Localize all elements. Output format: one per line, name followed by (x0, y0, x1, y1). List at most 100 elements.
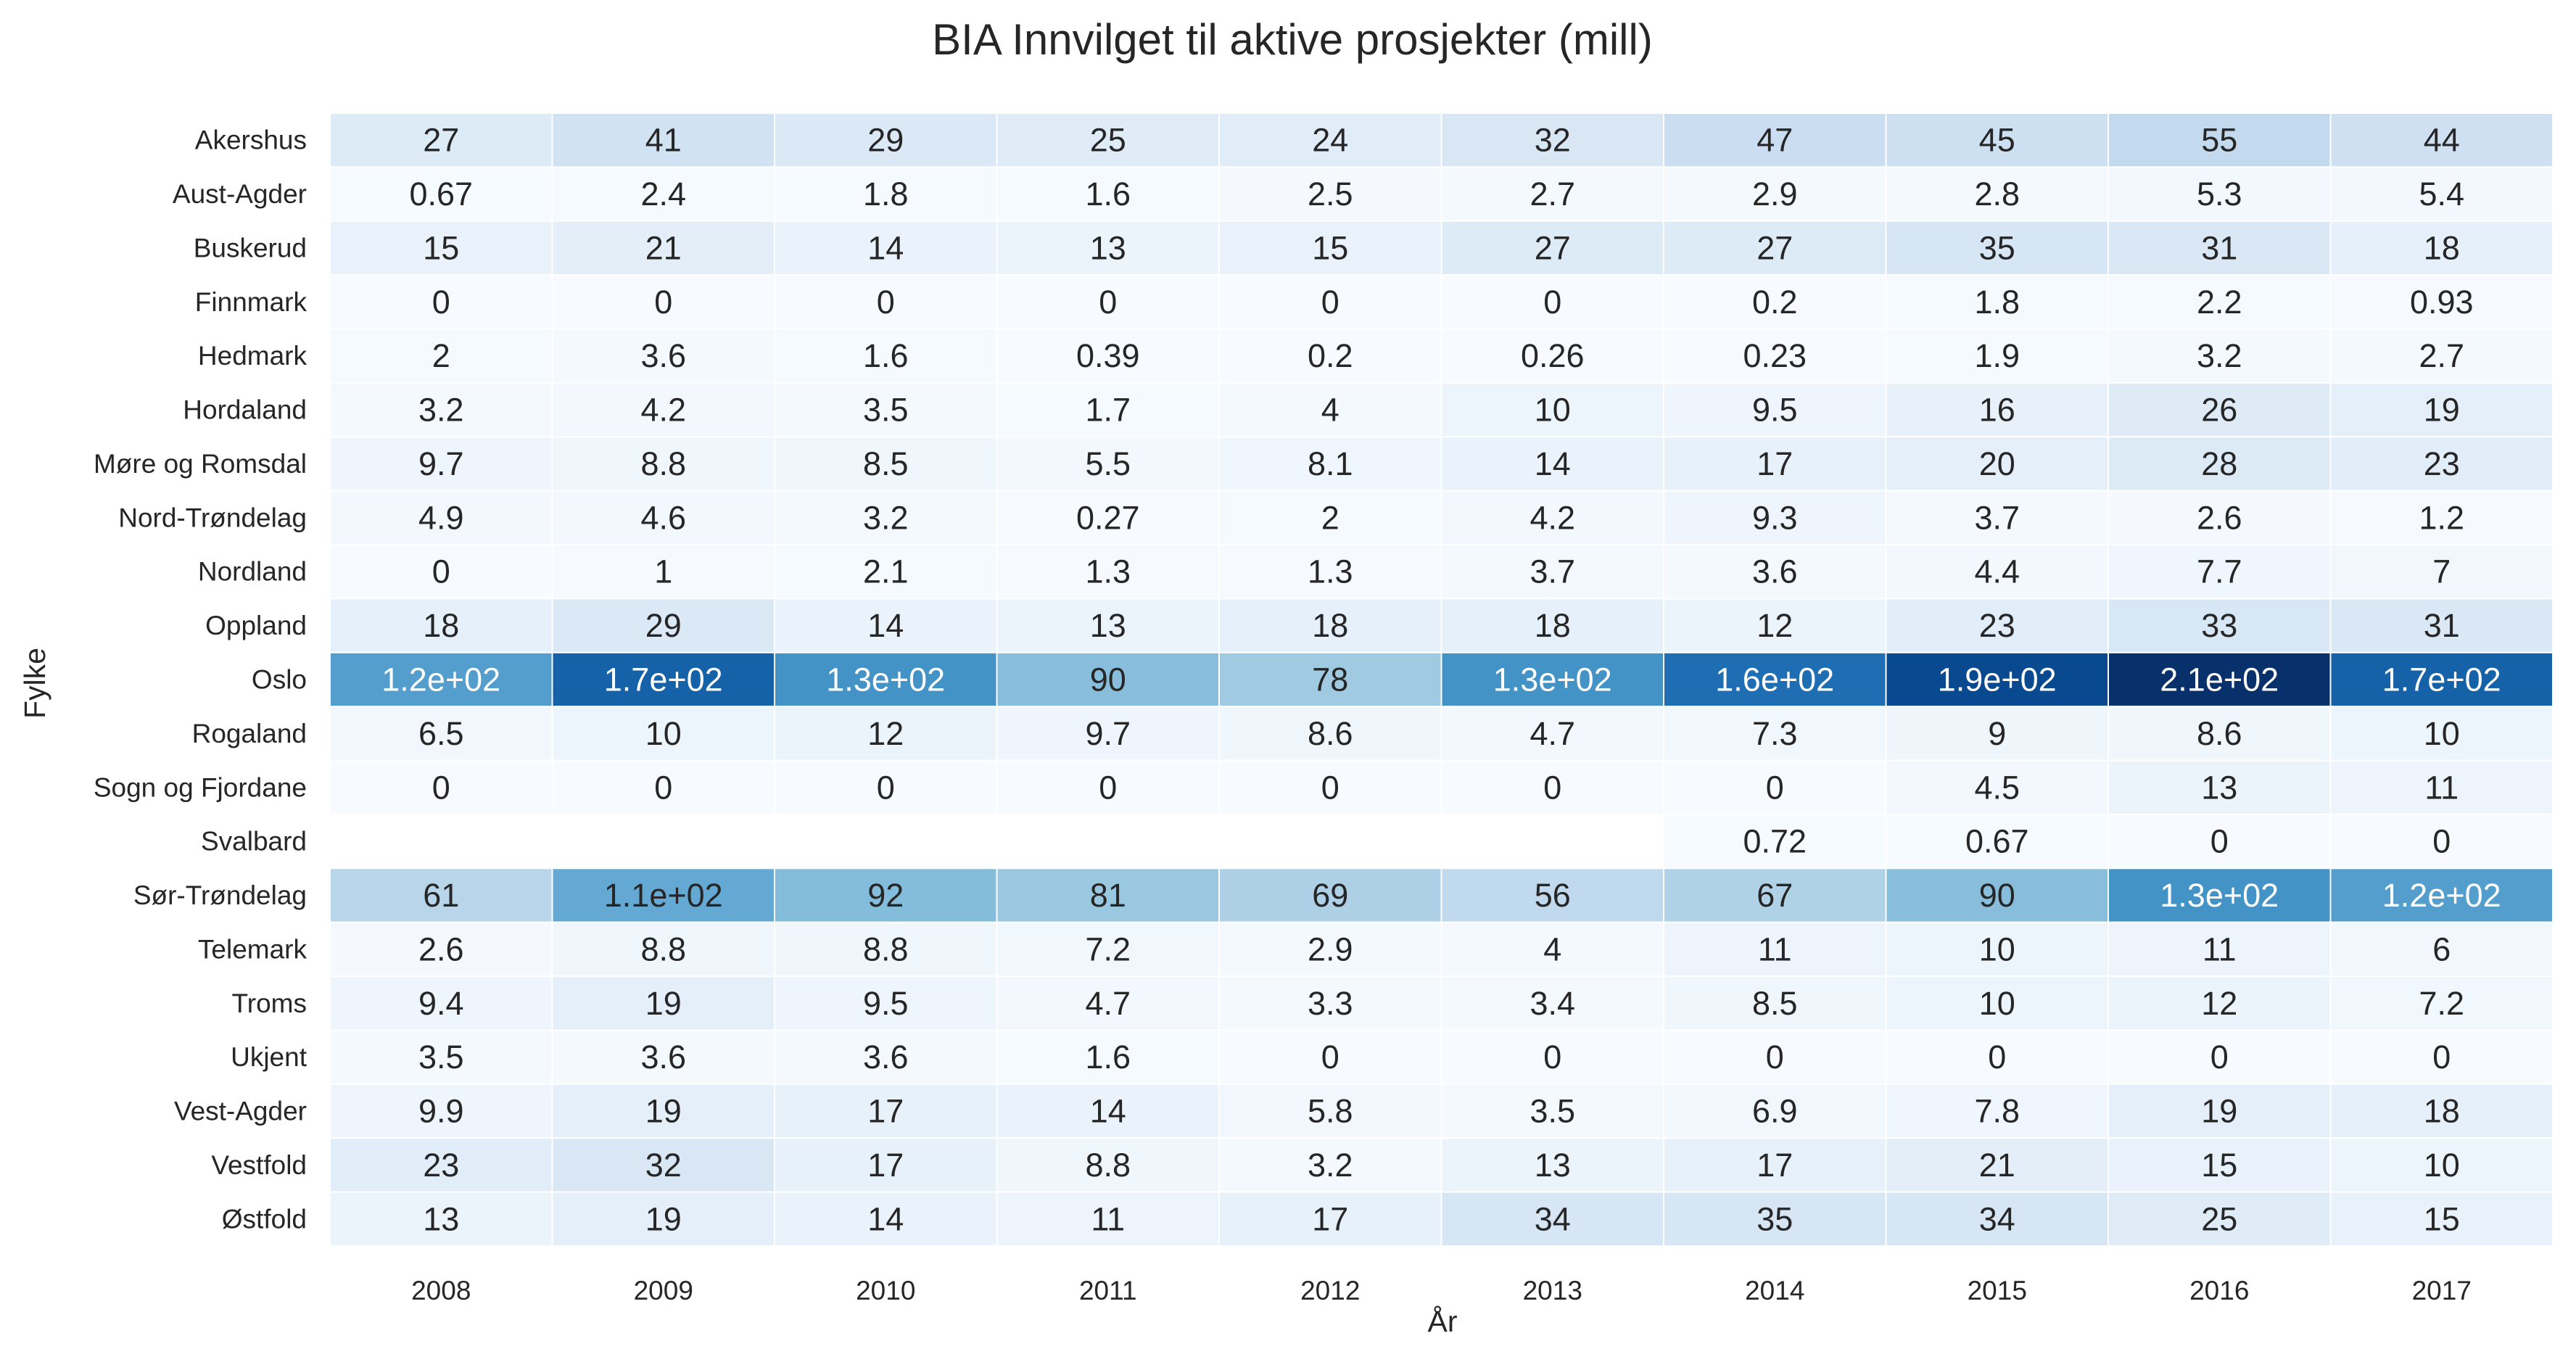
cell-value-label: 2.8 (1974, 176, 2020, 212)
heatmap-cell (1440, 436, 1664, 492)
x-tick-labels: 2008 2009 2010 2011 2012 2013 2014 2015 2016 2017 (411, 1276, 2472, 1305)
cell-value-label: 2.2 (2197, 284, 2242, 321)
cell-value-label: 7.2 (2419, 985, 2464, 1022)
y-tick-labels: Akershus Aust-Agder Buskerud Finnmark Hedmar… (94, 125, 307, 1234)
cell-value-label: 9 (1988, 715, 2006, 752)
y-tick-label: Rogaland (192, 719, 307, 748)
y-tick-label: Svalbard (201, 827, 307, 857)
heatmap-cell (551, 112, 775, 168)
cell-value-label: 13 (1090, 229, 1126, 266)
cell-value-label: 1 (654, 553, 672, 590)
heatmap-cell (1218, 328, 1442, 384)
heatmap-cell (1440, 166, 1664, 222)
cell-value-label: 12 (2201, 985, 2237, 1022)
heatmap-cell (2329, 975, 2554, 1031)
cell-value-label: 0.27 (1076, 499, 1140, 536)
cell-value-label: 7.7 (2197, 553, 2242, 590)
cell-value-label: 14 (867, 607, 904, 644)
cell-value-label: 1.6 (1085, 1039, 1131, 1076)
cell-value-label: 69 (1312, 877, 1348, 914)
cell-value-label: 0.67 (409, 176, 473, 212)
y-tick-label: Nordland (198, 557, 307, 587)
heatmap-cell (1885, 651, 2109, 708)
heatmap-cell (1218, 598, 1442, 653)
cell-value-label: 4.2 (640, 392, 686, 429)
cell-value-label: 8.8 (640, 930, 686, 967)
y-axis-label: Fylke (18, 648, 51, 719)
heatmap-cell (551, 1191, 775, 1247)
heatmap-cell (774, 1137, 998, 1193)
heatmap-cell (996, 759, 1220, 815)
cell-value-label: 11 (1091, 1200, 1125, 1237)
cell-value-label: 92 (867, 877, 904, 914)
cell-value-label: 0 (2432, 1039, 2451, 1076)
cell-value-label: 35 (1756, 1200, 1793, 1237)
cell-value-label: 19 (2424, 392, 2460, 429)
heatmap-cell (1218, 1083, 1442, 1139)
heatmap-cell (2329, 544, 2554, 600)
cell-value-label: 7.3 (1752, 715, 1798, 752)
heatmap-cell (1218, 381, 1442, 438)
heatmap-cell (774, 328, 998, 384)
heatmap-cell (2329, 813, 2554, 870)
heatmap-cell (1663, 1083, 1887, 1139)
y-tick-label: Buskerud (194, 233, 307, 263)
heatmap-cell (329, 1083, 553, 1139)
cell-value-label: 4.7 (1530, 715, 1575, 752)
cell-value-label: 3.5 (1530, 1093, 1575, 1130)
heatmap-cell (774, 921, 998, 978)
cell-value-label: 0 (2432, 823, 2451, 860)
cell-value-label: 3.2 (1308, 1147, 1353, 1184)
cell-value-label: 13 (2201, 769, 2237, 806)
cell-value-label: 9.7 (1085, 715, 1131, 752)
heatmap-cell (1440, 381, 1664, 438)
cell-value-label: 19 (645, 1093, 682, 1130)
cell-value-label: 2.5 (1308, 176, 1353, 212)
heatmap-cell (1440, 921, 1664, 978)
heatmap-cell (2329, 921, 2554, 978)
heatmap-cell (1218, 490, 1442, 546)
x-tick-label: 2012 (1300, 1276, 1360, 1305)
heatmap-cells: 27 41 29 25 24 32 47 45 55 440.67 2.4 1.8 1.6 2.5 2.7 2… (329, 112, 2554, 1247)
cell-value-label: 47 (1756, 122, 1793, 159)
cell-value-label: 32 (1535, 122, 1571, 159)
heatmap-cell (774, 544, 998, 600)
heatmap-cell (774, 759, 998, 815)
heatmap-cell (2108, 1137, 2332, 1193)
cell-value-label: 18 (1312, 607, 1348, 644)
cell-value-label: 18 (423, 607, 459, 644)
cell-value-label: 3.2 (418, 392, 464, 429)
cell-value-label: 1.6e+02 (1715, 661, 1834, 698)
heatmap-cell (329, 112, 553, 168)
y-tick-label: Møre og Romsdal (94, 449, 307, 479)
cell-value-label: 20 (1979, 445, 2015, 482)
cell-value-label: 4 (1543, 930, 1561, 967)
x-tick-label: 2014 (1745, 1276, 1804, 1305)
heatmap-cell (1440, 975, 1664, 1031)
heatmap-cell (996, 544, 1220, 600)
y-tick-label: Vestfold (211, 1150, 307, 1180)
cell-value-label: 6.5 (418, 715, 464, 752)
cell-value-label: 23 (2424, 445, 2460, 482)
heatmap-cell (1663, 436, 1887, 492)
heatmap-cell (2108, 220, 2332, 276)
heatmap-cell (996, 1083, 1220, 1139)
cell-value-label: 1.6 (863, 337, 909, 374)
heatmap-cell (1440, 112, 1664, 168)
cell-value-label: 1.7e+02 (604, 661, 723, 698)
cell-value-label: 3.2 (2197, 337, 2242, 374)
heatmap-cell (774, 1191, 998, 1247)
cell-value-label: 0 (1766, 769, 1784, 806)
heatmap-cell (774, 706, 998, 762)
heatmap-cell (996, 1137, 1220, 1193)
cell-value-label: 3.6 (1752, 553, 1798, 590)
heatmap-cell (2329, 1137, 2554, 1193)
y-tick-label: Østfold (222, 1204, 307, 1234)
x-tick-label: 2008 (411, 1276, 471, 1305)
heatmap-cell (2108, 706, 2332, 762)
heatmap-cell (1218, 921, 1442, 978)
cell-value-label: 4.9 (418, 499, 464, 536)
heatmap-cell (2108, 166, 2332, 222)
heatmap-cell (2108, 975, 2332, 1031)
